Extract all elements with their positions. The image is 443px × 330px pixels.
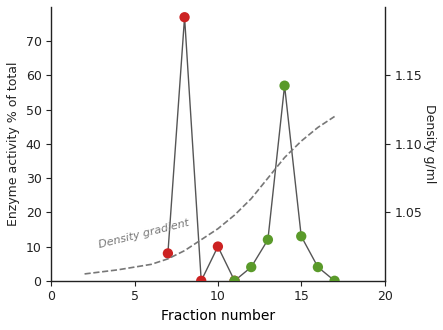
Point	[281, 83, 288, 88]
Point	[315, 264, 322, 270]
Point	[181, 15, 188, 20]
Point	[214, 244, 222, 249]
Point	[231, 278, 238, 283]
Point	[331, 278, 338, 283]
Point	[298, 234, 305, 239]
Point	[164, 251, 171, 256]
Point	[248, 264, 255, 270]
Point	[264, 237, 272, 242]
Point	[231, 278, 238, 283]
X-axis label: Fraction number: Fraction number	[161, 309, 275, 323]
Point	[198, 278, 205, 283]
Text: Density gradient: Density gradient	[98, 218, 190, 250]
Y-axis label: Density g/ml: Density g/ml	[423, 104, 436, 183]
Y-axis label: Enzyme activity % of total: Enzyme activity % of total	[7, 62, 20, 226]
